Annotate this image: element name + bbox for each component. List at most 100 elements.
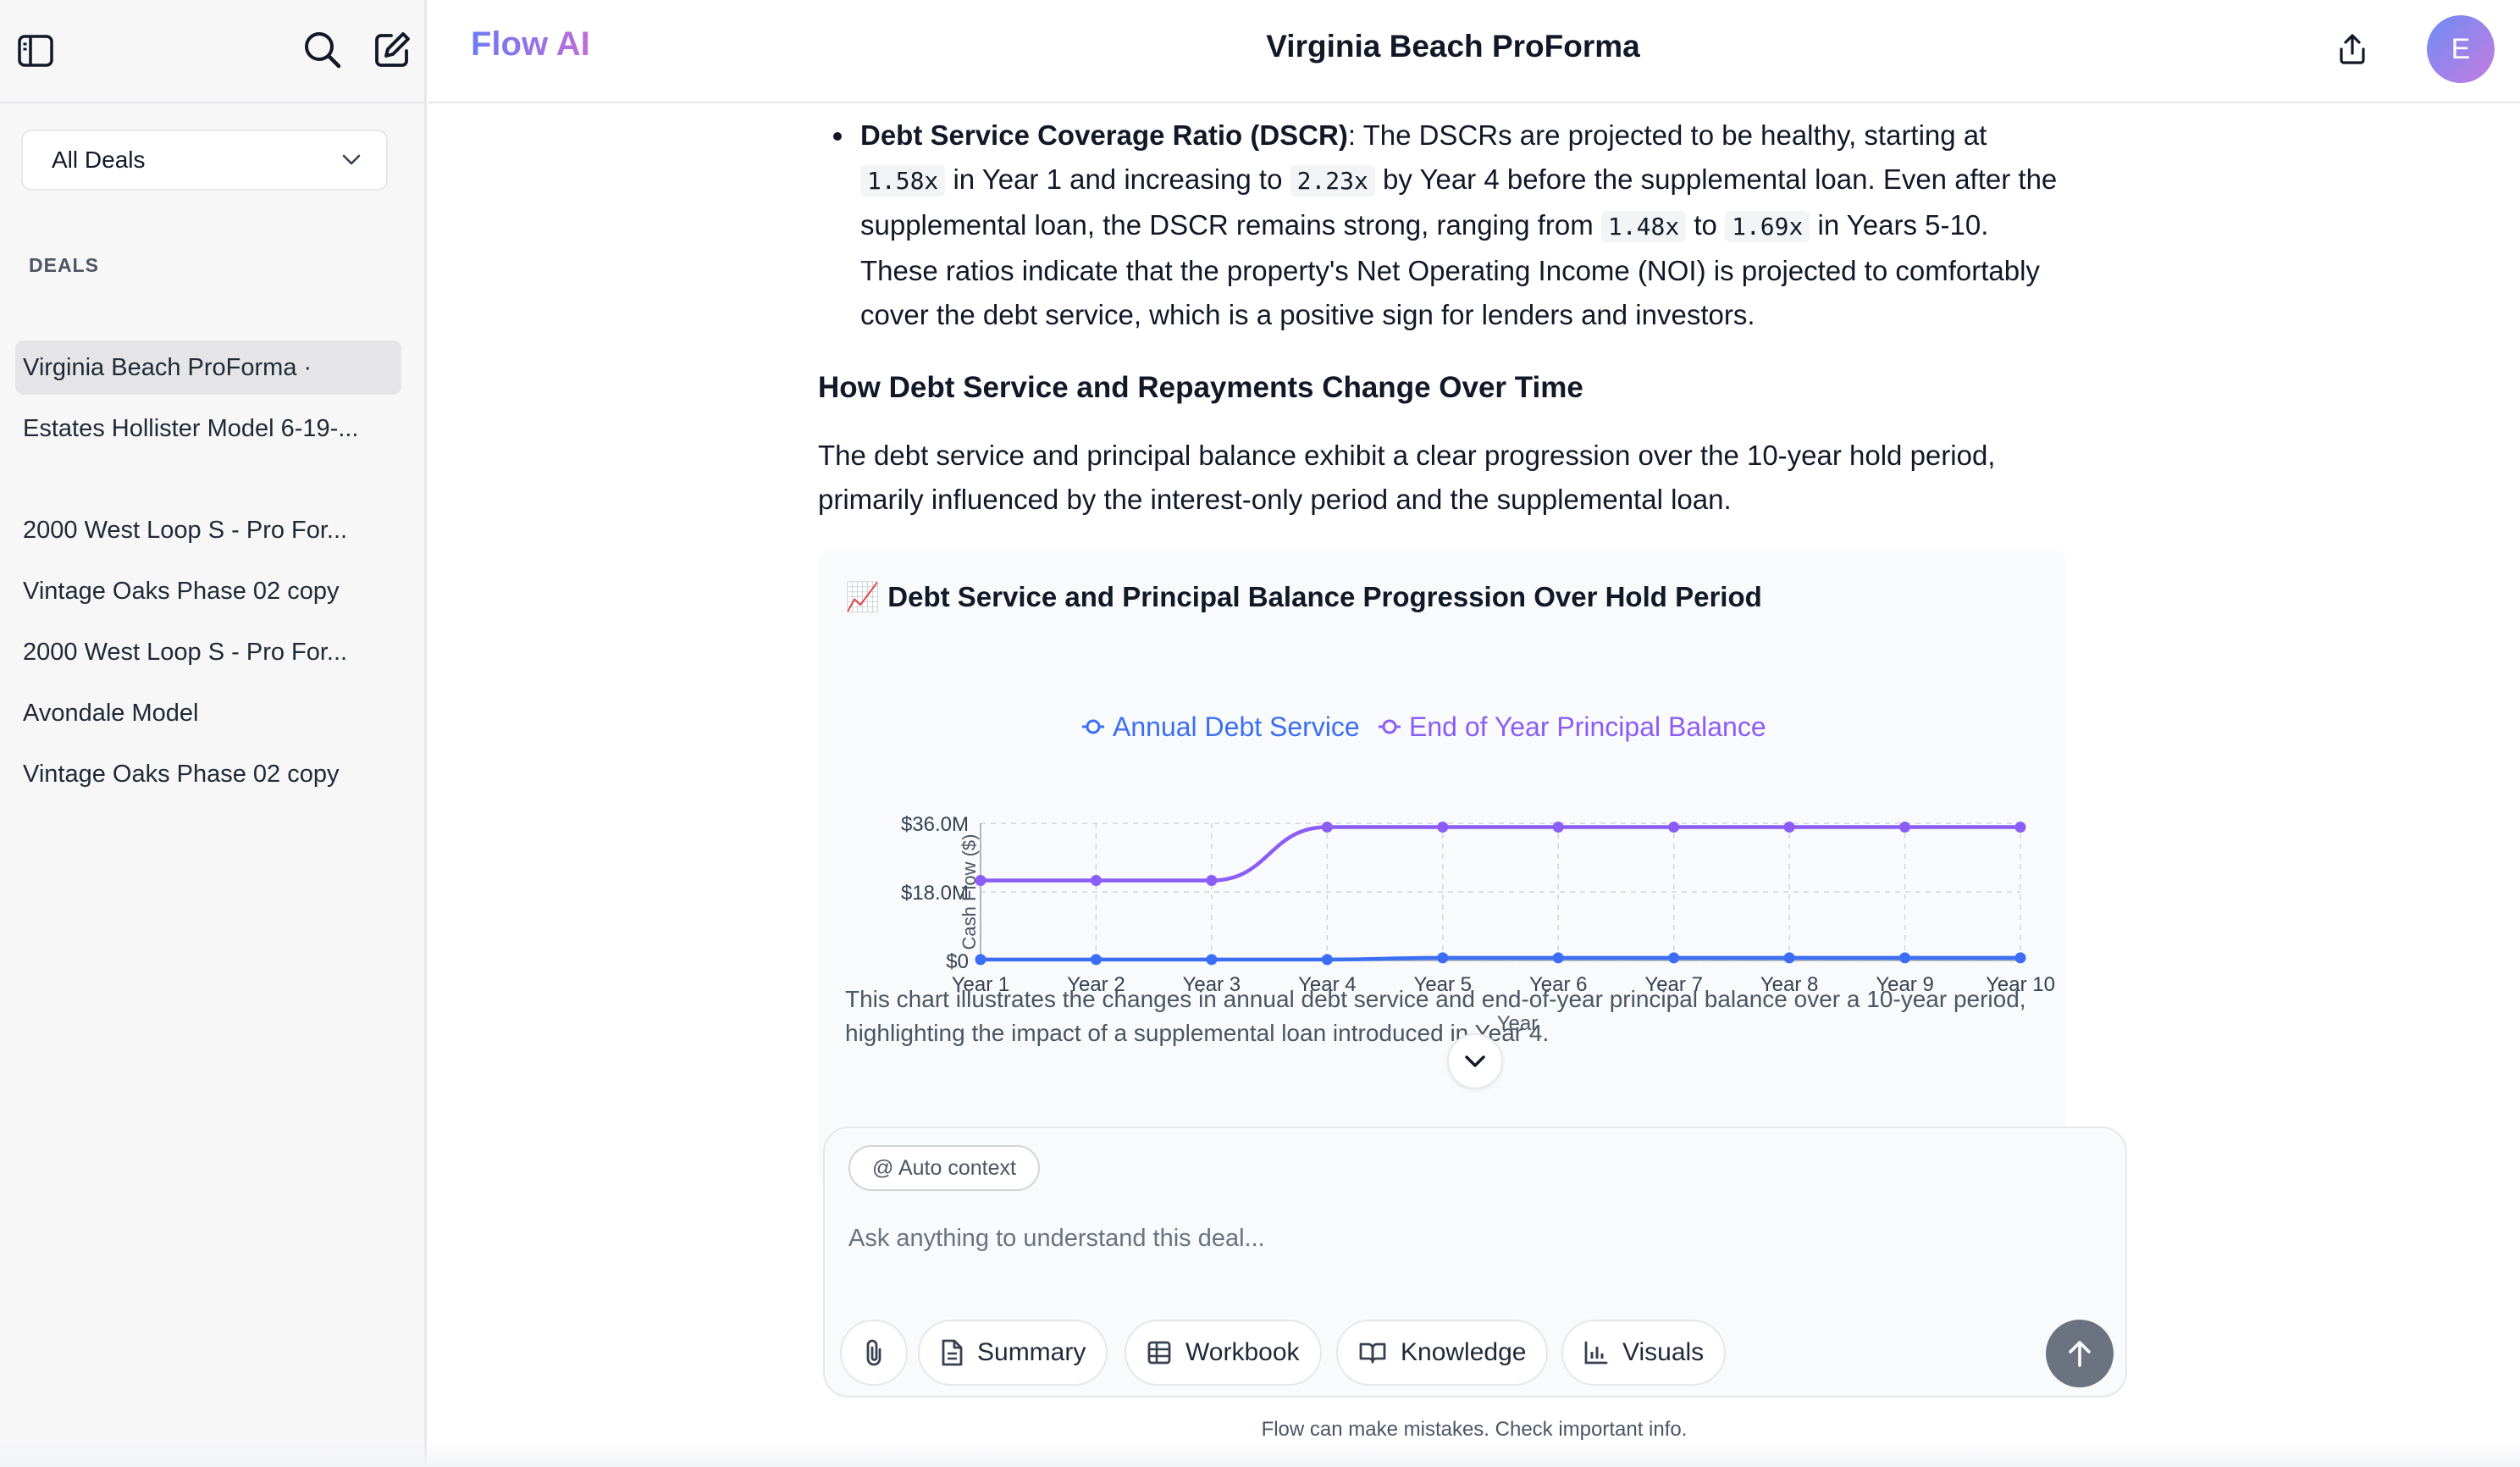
data-point: [1668, 952, 1680, 964]
data-point: [1899, 952, 1911, 964]
summary-button[interactable]: Summary: [918, 1320, 1108, 1386]
send-button[interactable]: [2046, 1320, 2114, 1387]
data-point: [975, 954, 986, 966]
sidebar-deal-item[interactable]: Vintage Oaks Phase 02 copy: [23, 760, 340, 788]
data-point: [1552, 952, 1564, 964]
new-chat-icon[interactable]: [371, 29, 413, 71]
data-point: [1783, 952, 1795, 964]
chevron-down-icon: [342, 154, 361, 165]
search-icon[interactable]: [301, 29, 344, 71]
x-tick-label: Year 10: [1986, 973, 2055, 996]
x-tick-label: Year 5: [1414, 973, 1473, 996]
bullet-text-segment: in Year 1 and increasing to: [945, 163, 1290, 195]
bullet-text: Debt Service Coverage Ratio (DSCR): The …: [860, 113, 2071, 337]
sidebar-deal-item[interactable]: Avondale Model: [23, 699, 199, 727]
inline-code: 1.48x: [1600, 211, 1687, 242]
data-point: [1437, 952, 1449, 964]
knowledge-button[interactable]: Knowledge: [1336, 1320, 1549, 1386]
data-point: [1321, 822, 1333, 833]
legend-label: End of Year Principal Balance: [1409, 711, 1766, 742]
bullet-text-segment: to: [1686, 209, 1726, 241]
share-icon[interactable]: [2334, 30, 2371, 68]
disclaimer-text: Flow can make mistakes. Check important …: [1261, 1418, 1688, 1441]
inline-code: 1.58x: [860, 165, 946, 197]
data-point: [2014, 952, 2026, 964]
deal-filter-select[interactable]: All Deals: [21, 130, 388, 191]
knowledge-label: Knowledge: [1401, 1338, 1527, 1366]
sidebar-deal-item[interactable]: 2000 West Loop S - Pro For...: [23, 516, 348, 544]
brand-logo[interactable]: Flow AI: [471, 25, 590, 63]
data-point: [1090, 954, 1102, 966]
series-line: [980, 955, 2020, 962]
bullet-text-segment: : The DSCRs are projected to be healthy,…: [1347, 119, 1987, 151]
sidebar-toolbar: [0, 0, 427, 103]
bullet-text-segment: in Years 5-10. These ratios indicate tha…: [860, 209, 2040, 330]
data-point: [1783, 822, 1795, 833]
chevron-down-icon: [1465, 1055, 1485, 1067]
x-tick-label: Year 1: [952, 973, 1010, 996]
bottom-fade: [0, 1440, 2520, 1467]
data-point: [1321, 954, 1333, 966]
section-paragraph: The debt service and principal balance e…: [818, 440, 1996, 515]
auto-context-chip[interactable]: @ Auto context: [848, 1145, 1040, 1191]
x-tick-label: Year 8: [1760, 973, 1819, 996]
data-point: [1899, 822, 1911, 833]
x-tick-label: Year 7: [1644, 973, 1703, 996]
section-heading: How Debt Service and Repayments Change O…: [818, 371, 1583, 404]
inline-code: 2.23x: [1290, 165, 1375, 197]
data-point: [1206, 875, 1218, 886]
summary-label: Summary: [977, 1338, 1086, 1366]
x-tick-label: Year 6: [1529, 973, 1588, 996]
data-point: [1437, 822, 1449, 833]
y-tick-label: $36.0M: [901, 813, 969, 836]
deal-filter-value: All Deals: [52, 147, 146, 173]
bullet-term: Debt Service Coverage Ratio (DSCR): [860, 119, 1348, 151]
line-chart: $0 $18.0M $36.0M Year 1 Year 2 Year 3 Year 4 Ye…: [901, 711, 2055, 1035]
bullet-text-segment: by Year 4 before the supplemental loan. …: [860, 163, 2058, 241]
sidebar-deal-item[interactable]: Vintage Oaks Phase 02 copy: [23, 577, 340, 605]
y-axis-label: Cash Flow ($): [959, 834, 980, 950]
bullet-dot: [833, 132, 842, 141]
x-tick-label: Year 2: [1067, 973, 1125, 996]
sidebar: All Deals DEALS Virginia Beach ProForma …: [0, 0, 427, 1467]
inline-code: 1.69x: [1725, 211, 1810, 242]
bar-chart-icon: [1584, 1341, 1608, 1365]
attach-button[interactable]: [840, 1320, 908, 1386]
chat-input[interactable]: [848, 1213, 2068, 1264]
x-axis-label: Year: [1497, 1012, 1539, 1035]
legend-label: Annual Debt Service: [1113, 711, 1360, 742]
document-icon: [942, 1339, 963, 1366]
x-tick-label: Year 3: [1183, 973, 1241, 996]
chart-description: This chart illustrates the changes in an…: [845, 986, 2026, 1046]
chart-title: 📈 Debt Service and Principal Balance Pro…: [845, 581, 1762, 612]
sidebar-toggle-icon[interactable]: [15, 32, 56, 69]
user-avatar[interactable]: E: [2427, 15, 2495, 83]
data-point: [1090, 875, 1102, 886]
workbook-button[interactable]: Workbook: [1125, 1320, 1322, 1386]
y-tick-label: $0: [946, 950, 969, 973]
data-point: [975, 875, 986, 886]
workbook-label: Workbook: [1185, 1338, 1300, 1366]
x-tick-label: Year 4: [1298, 973, 1357, 996]
data-point: [1552, 822, 1564, 833]
book-icon: [1359, 1342, 1386, 1364]
data-point: [1668, 822, 1680, 833]
sidebar-deal-item[interactable]: Estates Hollister Model 6-19-...: [23, 414, 359, 442]
page-title: Virginia Beach ProForma: [1266, 29, 1640, 64]
sidebar-deal-item[interactable]: Virginia Beach ProForma ·: [15, 340, 401, 395]
paperclip-icon: [866, 1339, 881, 1366]
visuals-button[interactable]: Visuals: [1561, 1320, 1727, 1386]
sidebar-deal-item[interactable]: 2000 West Loop S - Pro For...: [23, 638, 348, 666]
visuals-label: Visuals: [1622, 1338, 1705, 1366]
series-line: [981, 825, 2020, 883]
arrow-up-icon: [2069, 1341, 2091, 1367]
chat-composer: @ Auto context Summary Workbook Knowledg…: [823, 1127, 2127, 1398]
scroll-down-button[interactable]: [1447, 1033, 1503, 1089]
y-tick-label: $18.0M: [901, 882, 969, 905]
table-icon: [1147, 1341, 1171, 1365]
top-header: Flow AI Virginia Beach ProForma E: [428, 0, 2520, 103]
data-point: [2014, 822, 2026, 833]
deals-section-label: DEALS: [29, 254, 99, 276]
x-tick-label: Year 9: [1876, 973, 1934, 996]
